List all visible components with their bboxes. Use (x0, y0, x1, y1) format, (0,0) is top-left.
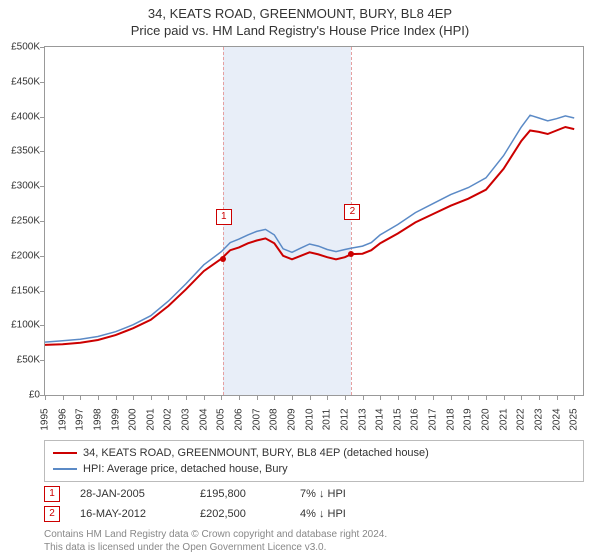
event-marker-2: 2 (344, 204, 360, 220)
event-diff-2: 4% ↓ HPI (300, 508, 584, 520)
chart-lines (45, 47, 583, 395)
x-tick-label: 2003 (181, 408, 192, 430)
x-tick-label: 2016 (410, 408, 421, 430)
event-row-2: 2 16-MAY-2012 £202,500 4% ↓ HPI (44, 504, 584, 524)
footer-line-1: Contains HM Land Registry data © Crown c… (44, 528, 584, 541)
y-tick-label: £50K (4, 355, 40, 366)
y-tick-label: £500K (4, 42, 40, 53)
page-subtitle: Price paid vs. HM Land Registry's House … (0, 23, 600, 38)
x-tick-label: 2023 (533, 408, 544, 430)
event-diff-1: 7% ↓ HPI (300, 488, 584, 500)
event-date-1: 28-JAN-2005 (80, 488, 180, 500)
x-tick-label: 1999 (110, 408, 121, 430)
event-num-2: 2 (44, 506, 60, 522)
y-tick-label: £0 (4, 390, 40, 401)
x-tick-label: 2020 (480, 408, 491, 430)
x-tick-label: 2022 (516, 408, 527, 430)
legend-swatch-property (53, 452, 77, 454)
y-tick-label: £350K (4, 146, 40, 157)
page-title: 34, KEATS ROAD, GREENMOUNT, BURY, BL8 4E… (0, 6, 600, 21)
y-tick-label: £100K (4, 320, 40, 331)
legend: 34, KEATS ROAD, GREENMOUNT, BURY, BL8 4E… (44, 440, 584, 482)
footer: Contains HM Land Registry data © Crown c… (44, 528, 584, 554)
x-tick-label: 2017 (428, 408, 439, 430)
legend-label-hpi: HPI: Average price, detached house, Bury (83, 461, 288, 477)
x-tick-label: 2010 (304, 408, 315, 430)
x-tick-label: 2005 (216, 408, 227, 430)
x-tick-label: 2012 (339, 408, 350, 430)
x-tick-label: 2001 (145, 408, 156, 430)
x-tick-label: 2002 (163, 408, 174, 430)
event-date-2: 16-MAY-2012 (80, 508, 180, 520)
event-dot-2 (348, 251, 354, 257)
event-price-1: £195,800 (200, 488, 280, 500)
x-tick-label: 2013 (357, 408, 368, 430)
legend-label-property: 34, KEATS ROAD, GREENMOUNT, BURY, BL8 4E… (83, 445, 429, 461)
y-tick-label: £250K (4, 216, 40, 227)
event-marker-1: 1 (216, 209, 232, 225)
legend-item-hpi: HPI: Average price, detached house, Bury (53, 461, 575, 477)
x-tick-label: 2004 (198, 408, 209, 430)
footer-line-2: This data is licensed under the Open Gov… (44, 541, 584, 554)
x-tick-label: 2021 (498, 408, 509, 430)
events-table: 1 28-JAN-2005 £195,800 7% ↓ HPI 2 16-MAY… (44, 484, 584, 524)
x-tick-label: 2006 (234, 408, 245, 430)
legend-item-property: 34, KEATS ROAD, GREENMOUNT, BURY, BL8 4E… (53, 445, 575, 461)
event-row-1: 1 28-JAN-2005 £195,800 7% ↓ HPI (44, 484, 584, 504)
y-tick-label: £450K (4, 76, 40, 87)
price-chart: 1 2 (44, 46, 584, 396)
x-tick-label: 2019 (463, 408, 474, 430)
x-tick-label: 2015 (392, 408, 403, 430)
x-tick-label: 2009 (286, 408, 297, 430)
x-tick-label: 2024 (551, 408, 562, 430)
event-dot-1 (220, 256, 226, 262)
x-tick-label: 2007 (251, 408, 262, 430)
x-tick-label: 2025 (569, 408, 580, 430)
y-tick-label: £200K (4, 250, 40, 261)
x-tick-label: 1998 (92, 408, 103, 430)
x-tick-label: 2011 (322, 409, 333, 431)
y-tick-label: £400K (4, 111, 40, 122)
x-tick-label: 2008 (269, 408, 280, 430)
x-tick-label: 1997 (75, 408, 86, 430)
event-price-2: £202,500 (200, 508, 280, 520)
y-tick-label: £150K (4, 285, 40, 296)
x-tick-label: 2014 (375, 408, 386, 430)
legend-swatch-hpi (53, 468, 77, 470)
header: 34, KEATS ROAD, GREENMOUNT, BURY, BL8 4E… (0, 0, 600, 38)
event-num-1: 1 (44, 486, 60, 502)
x-tick-label: 1995 (40, 408, 51, 430)
y-tick-label: £300K (4, 181, 40, 192)
x-tick-label: 2018 (445, 408, 456, 430)
x-tick-label: 1996 (57, 408, 68, 430)
x-tick-label: 2000 (128, 408, 139, 430)
